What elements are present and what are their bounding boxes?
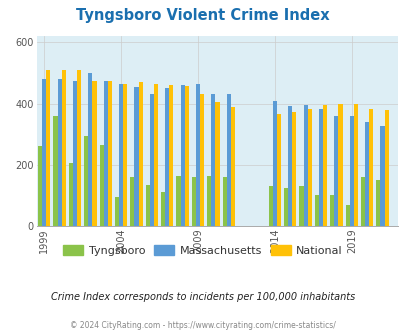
Bar [333,116,338,226]
Bar [84,136,88,226]
Bar [46,70,50,226]
Bar [108,81,112,226]
Bar [145,185,149,226]
Bar [303,105,307,226]
Bar [149,94,153,226]
Bar [226,94,230,226]
Bar [292,112,296,226]
Bar [379,126,384,226]
Bar [207,176,211,226]
Bar [272,102,276,226]
Bar [99,145,103,226]
Bar [196,84,200,226]
Bar [284,188,288,226]
Text: Tyngsboro Violent Crime Index: Tyngsboro Violent Crime Index [76,8,329,23]
Bar [345,205,349,226]
Bar [92,81,96,226]
Legend: Tyngsboro, Massachusetts, National: Tyngsboro, Massachusetts, National [58,241,347,260]
Bar [123,84,127,226]
Bar [222,177,226,226]
Bar [42,79,46,226]
Bar [134,87,138,226]
Bar [77,70,81,226]
Bar [73,81,77,226]
Text: © 2024 CityRating.com - https://www.cityrating.com/crime-statistics/: © 2024 CityRating.com - https://www.city… [70,321,335,330]
Bar [288,106,292,226]
Bar [349,116,353,226]
Bar [62,70,66,226]
Bar [153,84,158,226]
Bar [176,176,180,226]
Bar [215,102,219,226]
Bar [276,114,280,226]
Bar [230,107,234,226]
Bar [338,104,342,226]
Bar [318,109,322,226]
Bar [368,109,373,226]
Bar [364,122,368,226]
Bar [180,85,184,226]
Bar [298,186,303,226]
Bar [88,73,92,226]
Bar [314,195,318,226]
Bar [375,180,379,226]
Bar [191,177,196,226]
Bar [130,177,134,226]
Bar [58,79,62,226]
Bar [329,195,333,226]
Bar [268,186,272,226]
Bar [353,104,357,226]
Bar [161,192,165,226]
Bar [38,147,42,226]
Bar [184,86,188,226]
Text: Crime Index corresponds to incidents per 100,000 inhabitants: Crime Index corresponds to incidents per… [51,292,354,302]
Bar [138,82,143,226]
Bar [360,177,364,226]
Bar [115,197,119,226]
Bar [169,85,173,226]
Bar [53,116,58,226]
Bar [384,110,388,226]
Bar [322,105,326,226]
Bar [165,88,169,226]
Bar [200,94,204,226]
Bar [103,81,108,226]
Bar [211,94,215,226]
Bar [119,84,123,226]
Bar [307,109,311,226]
Bar [68,163,73,226]
